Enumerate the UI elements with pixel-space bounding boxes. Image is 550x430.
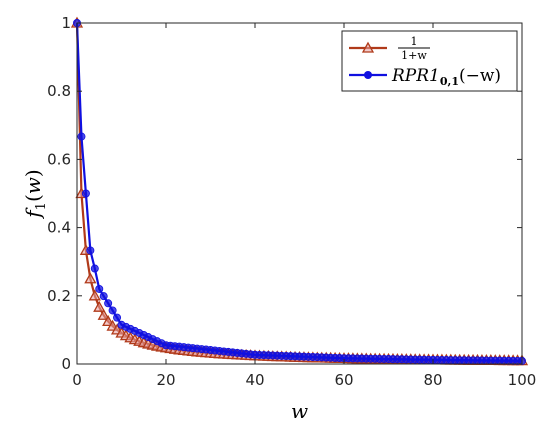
y-tick-label: 0 xyxy=(61,355,71,373)
x-tick-label: 100 xyxy=(508,371,537,389)
data-point-triangle xyxy=(84,272,97,284)
legend-label-denominator: 1+w xyxy=(401,49,427,62)
data-point-triangle xyxy=(88,289,101,301)
data-point-circle xyxy=(104,299,113,308)
data-point-circle xyxy=(86,246,95,255)
y-tick-label: 0.6 xyxy=(47,150,71,168)
legend-label-rpr-sub: 0,1 xyxy=(440,75,459,88)
x-tick-label: 60 xyxy=(334,371,353,389)
y-axis-label-args: ( xyxy=(21,194,45,202)
y-tick-label: 0.2 xyxy=(47,287,71,305)
legend-label-rpr-main: RPR1 xyxy=(391,66,440,86)
ticks-layer: 0 20 40 60 80 100 0 0.2 0.4 0.6 0.8 1 xyxy=(47,14,536,389)
legend-label-numerator: 1 xyxy=(411,35,418,48)
legend-marker-triangle xyxy=(361,41,375,53)
y-tick-label: 0.4 xyxy=(47,219,71,237)
data-point-circle xyxy=(81,189,90,198)
data-point-triangle xyxy=(97,308,110,320)
x-tick-label: 40 xyxy=(245,371,264,389)
data-point-circle xyxy=(90,264,99,273)
legend-box xyxy=(341,30,518,92)
legend: 1 1+w RPR10,1(−w) xyxy=(341,30,518,92)
y-axis-label-close: ) xyxy=(21,169,45,177)
y-tick-label: 1 xyxy=(61,14,71,32)
x-tick-label: 0 xyxy=(72,371,82,389)
data-point-circle xyxy=(108,306,117,315)
y-tick-label: 0.8 xyxy=(47,82,71,100)
x-axis-label: w xyxy=(291,399,308,423)
legend-label-rpr-tail: (−w) xyxy=(459,66,501,86)
legend-marker-circle xyxy=(364,71,372,79)
y-axis-label-var: w xyxy=(21,177,45,194)
axes-frame xyxy=(76,22,523,365)
data-point-circle xyxy=(77,132,86,141)
data-point-circle xyxy=(95,284,104,293)
legend-entry-rpr: RPR10,1(−w) xyxy=(349,66,501,88)
axes-box xyxy=(76,22,523,365)
legend-label-rpr: RPR10,1(−w) xyxy=(391,66,501,88)
data-point-circle xyxy=(99,292,108,301)
legend-entry-reciprocal: 1 1+w xyxy=(349,35,430,62)
x-tick-label: 20 xyxy=(156,371,175,389)
series-layer xyxy=(70,16,529,366)
data-point-triangle xyxy=(93,300,106,312)
data-point-circle xyxy=(113,313,122,322)
y-axis-label: f1(w) xyxy=(21,169,49,219)
x-tick-label: 80 xyxy=(423,371,442,389)
data-point-triangle xyxy=(102,315,115,327)
y-axis-label-subscript: 1 xyxy=(34,202,49,210)
